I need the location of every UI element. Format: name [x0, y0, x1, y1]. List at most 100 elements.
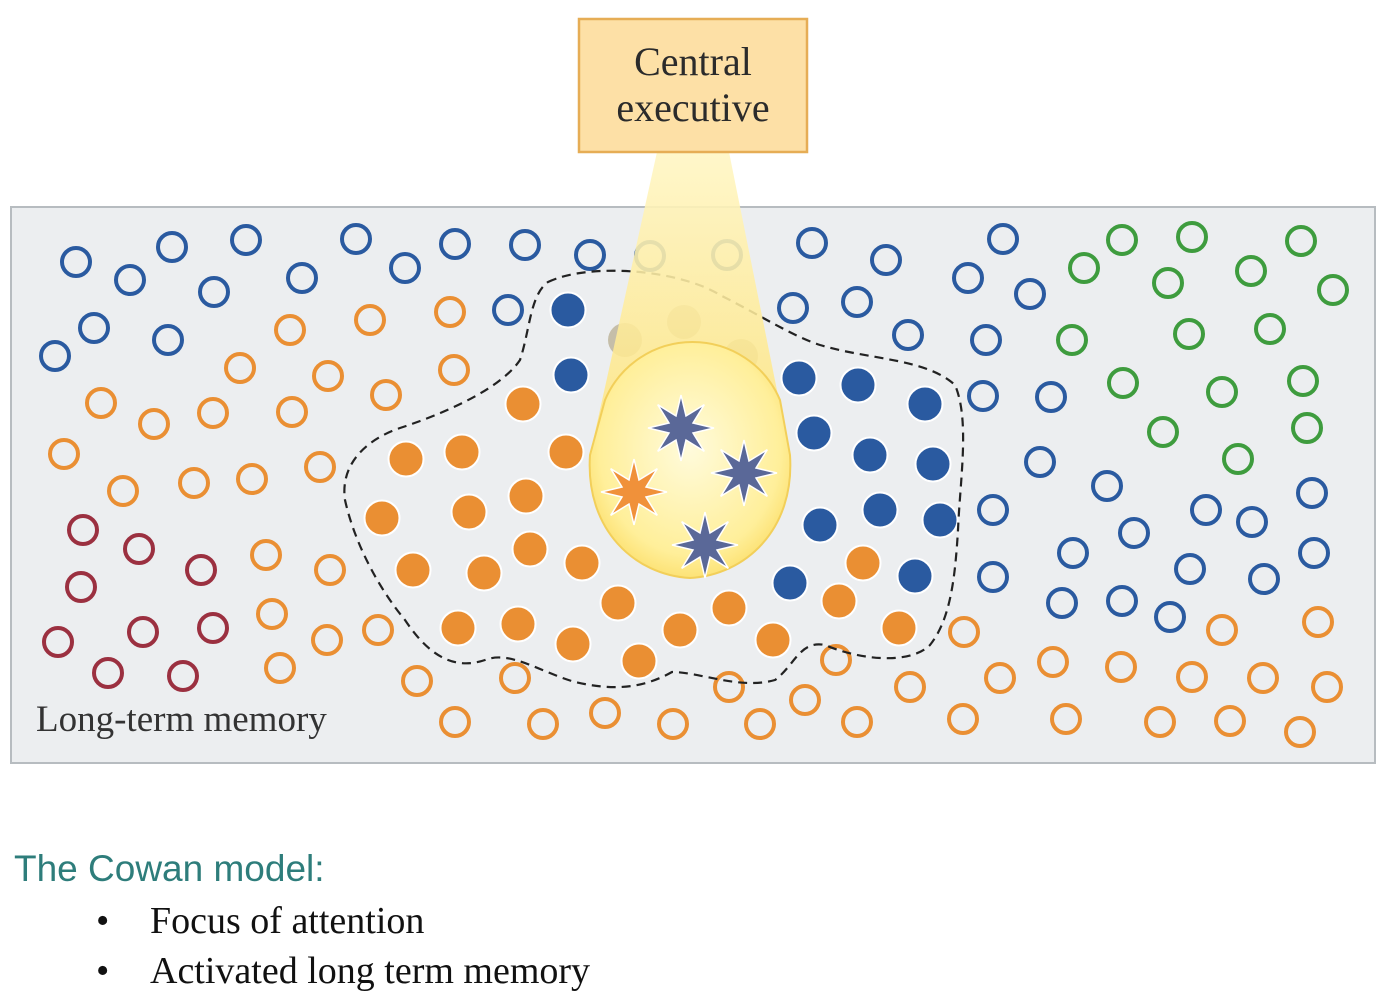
ltm-item-orange-107: [1050, 703, 1082, 735]
ltm-item-blue-7: [389, 252, 421, 284]
activated-item-orange-138: [465, 554, 503, 592]
activated-item-orange-150: [880, 609, 918, 647]
bullet-text: Focus of attention: [150, 900, 425, 942]
activated-item-blue-117: [552, 356, 590, 394]
activated-item-blue-124: [861, 491, 899, 529]
ltm-item-orange-79: [48, 438, 80, 470]
ltm-item-orange-95: [657, 708, 689, 740]
focus-item-star-3: [671, 511, 739, 579]
activated-item-orange-136: [511, 530, 549, 568]
ltm-item-blue-23: [841, 286, 873, 318]
ltm-item-orange-91: [499, 662, 531, 694]
ltm-item-green-51: [1173, 318, 1205, 350]
ltm-item-orange-108: [1144, 706, 1176, 738]
central-executive-line-2: executive: [616, 85, 770, 130]
ltm-item-orange-102: [948, 616, 980, 648]
ltm-item-orange-100: [820, 644, 852, 676]
ltm-item-orange-106: [1105, 651, 1137, 683]
cowan-model-diagram: [10, 17, 1376, 764]
activated-item-orange-142: [499, 605, 537, 643]
ltm-item-orange-94: [589, 697, 621, 729]
focus-spotlight: [588, 152, 792, 580]
focus-item-star-2: [600, 458, 668, 526]
ltm-item-blue-34: [1057, 537, 1089, 569]
ltm-item-maroon-59: [67, 514, 99, 546]
ltm-item-blue-19: [39, 340, 71, 372]
ltm-item-orange-69: [354, 304, 386, 336]
ltm-item-green-49: [1317, 274, 1349, 306]
activated-item-orange-129: [504, 385, 542, 423]
ltm-item-blue-26: [967, 380, 999, 412]
ltm-item-orange-114: [1302, 606, 1334, 638]
focus-of-attention-region: [588, 340, 792, 580]
ltm-item-orange-88: [362, 614, 394, 646]
activated-memory-boundary: [343, 269, 965, 689]
ltm-item-blue-30: [1118, 517, 1150, 549]
activated-item-blue-125: [801, 506, 839, 544]
bullet-focus-of-attention: • Focus of attention: [96, 896, 590, 946]
ltm-item-orange-112: [1247, 662, 1279, 694]
activated-item-orange-146: [710, 589, 748, 627]
ltm-item-orange-92: [439, 706, 471, 738]
central-executive-box: [577, 17, 809, 154]
ltm-item-blue-10: [574, 239, 606, 271]
central-executive-label: Central executive: [580, 20, 806, 150]
focus-item-star-1: [710, 439, 778, 507]
ltm-item-blue-1: [114, 264, 146, 296]
activated-item-orange-133: [507, 477, 545, 515]
ltm-item-orange-98: [789, 684, 821, 716]
ltm-item-blue-37: [1298, 537, 1330, 569]
ltm-item-maroon-67: [167, 660, 199, 692]
ltm-item-orange-84: [250, 539, 282, 571]
ltm-item-orange-87: [311, 624, 343, 656]
activated-item-orange-147: [754, 621, 792, 659]
ltm-item-blue-38: [1046, 587, 1078, 619]
bullet-text: Activated long term memory: [150, 950, 591, 992]
ltm-item-orange-83: [304, 451, 336, 483]
bullet-activated-ltm: • Activated long term memory: [96, 946, 590, 996]
ltm-item-orange-85: [314, 554, 346, 586]
ltm-item-blue-40: [1154, 601, 1186, 633]
caption-bullets: • Focus of attention • Activated long te…: [96, 896, 590, 996]
ltm-item-green-56: [1147, 416, 1179, 448]
ltm-item-orange-115: [1311, 671, 1343, 703]
ltm-item-orange-74: [85, 387, 117, 419]
ltm-item-blue-6: [340, 223, 372, 255]
ltm-item-orange-99: [841, 706, 873, 738]
ltm-item-green-58: [1291, 412, 1323, 444]
bullet-marker: •: [96, 950, 110, 992]
ltm-item-blue-4: [198, 276, 230, 308]
ltm-item-maroon-62: [65, 571, 97, 603]
ltm-item-orange-86: [256, 598, 288, 630]
ltm-item-orange-97: [744, 708, 776, 740]
ltm-item-blue-21: [492, 294, 524, 326]
ltm-item-green-55: [1287, 365, 1319, 397]
activated-item-orange-131: [443, 433, 481, 471]
ltm-item-orange-105: [1037, 646, 1069, 678]
ltm-item-blue-20: [152, 324, 184, 356]
ltm-item-blue-39: [1106, 585, 1138, 617]
ltm-item-blue-5: [286, 262, 318, 294]
ltm-item-maroon-64: [127, 616, 159, 648]
activated-item-blue-120: [906, 385, 944, 423]
ltm-item-orange-72: [312, 360, 344, 392]
ltm-item-maroon-66: [92, 657, 124, 689]
ltm-item-orange-101: [894, 671, 926, 703]
ltm-item-orange-81: [178, 467, 210, 499]
activated-item-blue-123: [914, 445, 952, 483]
ltm-item-orange-89: [264, 652, 296, 684]
focused-items: [600, 394, 778, 579]
activated-item-orange-144: [620, 642, 658, 680]
ltm-item-orange-73: [438, 354, 470, 386]
caption-title: The Cowan model:: [14, 848, 325, 889]
activated-item-blue-122: [851, 436, 889, 474]
ltm-item-blue-18: [78, 312, 110, 344]
activated-item-orange-130: [387, 440, 425, 478]
activated-item-blue-128: [896, 557, 934, 595]
ltm-item-blue-25: [970, 324, 1002, 356]
ltm-item-orange-75: [138, 408, 170, 440]
ltm-item-blue-16: [952, 262, 984, 294]
ltm-item-orange-82: [236, 463, 268, 495]
activated-item-orange-139: [563, 544, 601, 582]
ltm-item-blue-32: [1236, 506, 1268, 538]
